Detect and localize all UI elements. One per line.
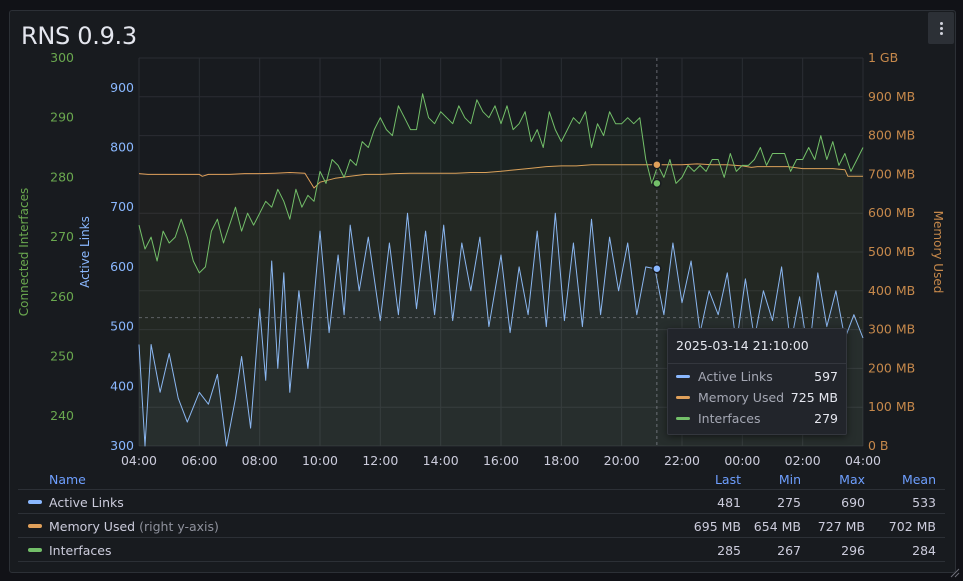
tooltip-divider [668, 363, 846, 364]
memory-axis-tick: 900 MB [868, 89, 915, 104]
x-axis-tick: 10:00 [302, 453, 338, 468]
legend-series-axis-note: (right y-axis) [139, 519, 219, 534]
tooltip-series-name: Interfaces [698, 411, 761, 426]
series-swatch [676, 375, 690, 378]
interfaces-axis-tick: 280 [50, 169, 74, 184]
interfaces-axis-tick: 250 [50, 348, 74, 363]
legend-row-active-links[interactable]: Active Links 481 275 690 533 [18, 490, 945, 514]
active-links-axis-title: Active Links [78, 216, 92, 288]
active-links-axis-tick: 300 [110, 438, 134, 453]
legend-header-name[interactable]: Name [49, 472, 86, 487]
tooltip-series-value: 725 MB [790, 390, 838, 405]
tooltip-time: 2025-03-14 21:10:00 [676, 338, 809, 353]
memory-axis-title: Memory Used [931, 211, 945, 294]
resize-handle-icon[interactable] [950, 568, 960, 578]
hover-tooltip: 2025-03-14 21:10:00 Active Links 597 Mem… [667, 328, 847, 435]
x-axis-tick: 16:00 [483, 453, 519, 468]
legend-mean: 702 MB [888, 519, 936, 534]
series-line-interfaces [138, 93, 864, 274]
legend-max: 690 [841, 495, 865, 510]
x-axis-tick: 12:00 [362, 453, 398, 468]
timeseries-panel: RNS 0.9.3 [9, 10, 956, 573]
series-swatch[interactable] [28, 524, 42, 528]
tooltip-series-value: 597 [814, 369, 838, 384]
active-links-axis-tick: 900 [110, 80, 134, 95]
x-axis-tick: 20:00 [604, 453, 640, 468]
legend-max: 727 MB [817, 519, 865, 534]
series-swatch [676, 417, 690, 420]
legend-min: 267 [777, 543, 801, 558]
legend-series-name-wrap[interactable]: Memory Used (right y-axis) [49, 519, 219, 534]
interfaces-axis-tick: 300 [50, 50, 74, 65]
memory-axis-tick: 1 GB [868, 50, 898, 65]
legend-header-mean[interactable]: Mean [901, 472, 936, 487]
active-links-axis-tick: 800 [110, 140, 134, 155]
x-axis-tick: 02:00 [785, 453, 821, 468]
memory-axis-tick: 700 MB [868, 166, 915, 181]
series-line-active-links [138, 212, 864, 447]
legend-series-name[interactable]: Active Links [49, 495, 124, 510]
x-axis-tick: 18:00 [543, 453, 579, 468]
legend-mean: 284 [912, 543, 936, 558]
tooltip-row-memory-used: Memory Used 725 MB [676, 389, 838, 407]
active-links-axis-tick: 700 [110, 199, 134, 214]
x-axis-tick: 14:00 [423, 453, 459, 468]
x-axis-tick: 22:00 [664, 453, 700, 468]
memory-axis-tick: 300 MB [868, 322, 915, 337]
legend-row-memory-used[interactable]: Memory Used (right y-axis) 695 MB 654 MB… [18, 514, 945, 538]
tooltip-row-interfaces: Interfaces 279 [676, 410, 838, 428]
memory-axis-tick: 200 MB [868, 360, 915, 375]
memory-axis-tick: 0 B [868, 438, 889, 453]
active-links-axis-tick: 500 [110, 319, 134, 334]
legend-series-name: Memory Used [49, 519, 136, 534]
memory-axis-tick: 600 MB [868, 205, 915, 220]
interfaces-axis-tick: 240 [50, 408, 74, 423]
legend-min: 275 [777, 495, 801, 510]
legend-header-last[interactable]: Last [714, 472, 741, 487]
hover-point-interfaces [652, 178, 662, 189]
x-axis-tick: 04:00 [845, 453, 881, 468]
legend-row-interfaces[interactable]: Interfaces 285 267 296 284 [18, 538, 945, 562]
active-links-axis-tick: 600 [110, 259, 134, 274]
hover-point-active-links [652, 263, 662, 274]
series-swatch[interactable] [28, 548, 42, 552]
legend-last: 481 [717, 495, 741, 510]
memory-axis-tick: 400 MB [868, 283, 915, 298]
legend-mean: 533 [912, 495, 936, 510]
series-swatch [676, 396, 690, 399]
x-axis-tick: 00:00 [724, 453, 760, 468]
memory-axis-tick: 800 MB [868, 128, 915, 143]
memory-axis-tick: 100 MB [868, 399, 915, 414]
panel-menu-button[interactable] [928, 12, 954, 44]
hover-point-memory-used [652, 159, 662, 170]
legend-min: 654 MB [753, 519, 801, 534]
interfaces-axis-tick: 270 [50, 229, 74, 244]
interfaces-axis-tick: 260 [50, 289, 74, 304]
legend-last: 695 MB [693, 519, 741, 534]
legend-last: 285 [717, 543, 741, 558]
active-links-axis-tick: 400 [110, 378, 134, 393]
panel-title: RNS 0.9.3 [21, 22, 137, 50]
legend-header-max[interactable]: Max [839, 472, 865, 487]
kebab-menu-icon [939, 21, 943, 35]
interfaces-axis-tick: 290 [50, 110, 74, 125]
tooltip-series-name: Memory Used [698, 390, 785, 405]
tooltip-row-active-links: Active Links 597 [676, 368, 838, 386]
legend-header: Name Last Min Max Mean [18, 470, 945, 490]
legend-header-min[interactable]: Min [778, 472, 801, 487]
tooltip-series-value: 279 [814, 411, 838, 426]
series-line-memory-used [138, 163, 863, 189]
series-swatch[interactable] [28, 500, 42, 504]
x-axis-tick: 08:00 [242, 453, 278, 468]
legend-series-name[interactable]: Interfaces [49, 543, 112, 558]
x-axis-tick: 04:00 [121, 453, 157, 468]
x-axis-tick: 06:00 [181, 453, 217, 468]
interfaces-axis-title: Connected Interfaces [17, 188, 31, 316]
memory-axis-tick: 500 MB [868, 244, 915, 259]
tooltip-series-name: Active Links [698, 369, 773, 384]
legend-max: 296 [841, 543, 865, 558]
